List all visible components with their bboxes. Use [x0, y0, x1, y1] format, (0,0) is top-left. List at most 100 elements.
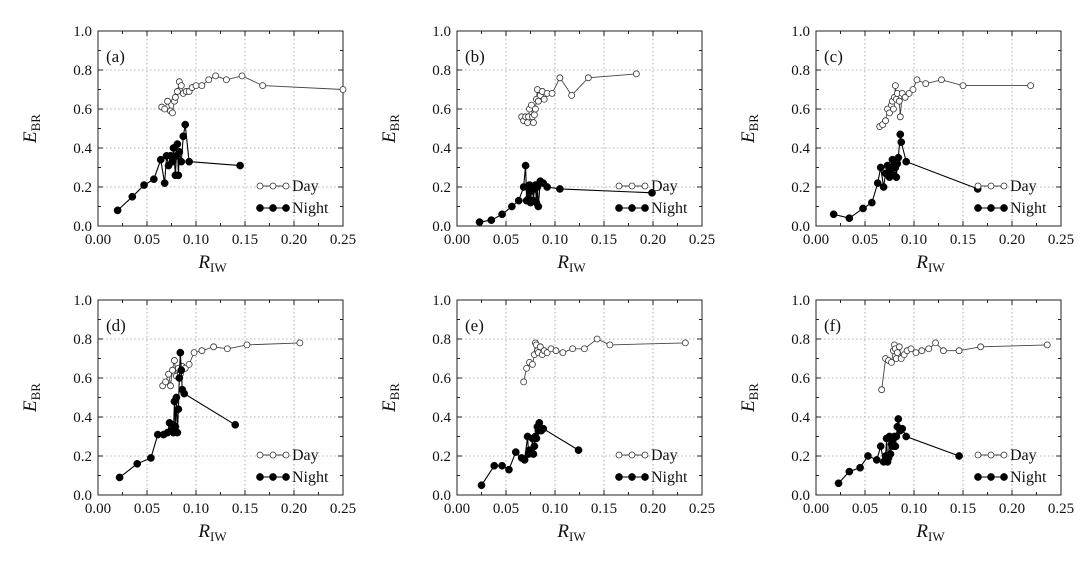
day-point — [198, 82, 206, 89]
panel-label: (c) — [824, 47, 843, 66]
x-tick-label: 0.05 — [493, 501, 519, 517]
day-point — [593, 335, 601, 343]
legend-marker — [974, 182, 982, 190]
night-point — [176, 348, 185, 357]
x-axis-label: RIW — [915, 521, 945, 544]
plot-frame — [815, 30, 1062, 227]
day-point — [205, 76, 213, 84]
x-tick-label: 0.25 — [330, 501, 356, 517]
night-point — [487, 216, 496, 224]
night-point — [902, 157, 911, 166]
y-tick-label: 1.0 — [73, 293, 92, 309]
x-tick-label: 0.25 — [330, 232, 356, 248]
y-tick-label: 0.2 — [791, 449, 810, 465]
night-point — [172, 393, 181, 402]
chart-panel: 0.00 0.05 0.10 0.15 0.20 0.25 0.0 0.2 0.4 0.6 0.8 1… — [20, 24, 356, 275]
legend-marker — [641, 182, 649, 190]
chart-panel: 0.00 0.05 0.10 0.15 0.20 0.25 0.0 0.2 0.4 0.6 0.8 1… — [738, 293, 1074, 544]
y-tick-label: 1.0 — [791, 293, 810, 309]
legend-marker — [974, 473, 982, 481]
night-point — [834, 479, 843, 488]
legend-marker — [269, 204, 277, 212]
night-point — [498, 461, 506, 470]
legend-marker — [256, 204, 264, 212]
y-tick-label: 0.4 — [73, 141, 92, 157]
day-point — [940, 347, 947, 355]
night-point — [529, 450, 538, 458]
night-point — [174, 405, 183, 414]
panel-label: (f) — [824, 316, 841, 335]
night-point — [543, 183, 552, 191]
day-point — [1027, 82, 1035, 89]
day-point — [523, 364, 530, 372]
night-point — [180, 389, 189, 398]
day-point — [907, 345, 915, 353]
night-point — [508, 202, 516, 211]
night-point — [859, 204, 867, 213]
chart-panel: 0.00 0.05 0.10 0.15 0.20 0.25 0.0 0.2 0.4 0.6 0.8 1… — [379, 293, 715, 544]
day-point — [192, 82, 200, 89]
day-point — [901, 93, 909, 101]
x-tick-label: 0.00 — [85, 501, 111, 517]
y-tick-label: 0.0 — [432, 488, 451, 504]
night-point — [511, 448, 520, 456]
x-axis-label: RIW — [556, 252, 586, 275]
night-point — [181, 120, 190, 129]
legend-marker — [269, 473, 277, 481]
day-point — [185, 360, 193, 368]
legend-day-label: Day — [292, 178, 319, 195]
day-point — [681, 339, 689, 347]
night-point — [113, 206, 122, 215]
x-tick-label: 0.20 — [281, 232, 307, 248]
day-point — [165, 370, 172, 378]
y-tick-label: 0.2 — [791, 180, 810, 196]
x-tick-label: 0.05 — [852, 501, 878, 517]
day-point — [169, 109, 176, 117]
legend-marker — [1000, 451, 1008, 459]
panel-label: (a) — [106, 47, 125, 66]
x-tick-label: 0.10 — [183, 232, 209, 248]
night-point — [520, 456, 529, 464]
y-tick-label: 1.0 — [432, 24, 451, 40]
night-point — [532, 434, 541, 443]
legend-marker — [987, 451, 995, 459]
day-point — [959, 82, 967, 89]
night-point — [160, 179, 169, 187]
x-tick-label: 0.00 — [803, 501, 829, 517]
y-tick-label: 0.2 — [73, 449, 92, 465]
night-point — [514, 196, 523, 205]
y-tick-label: 0.4 — [432, 410, 451, 426]
day-point — [529, 360, 536, 368]
day-point — [918, 347, 926, 355]
legend-marker — [628, 204, 636, 212]
x-tick-label: 0.15 — [591, 232, 617, 248]
night-point — [535, 419, 544, 427]
legend-marker — [987, 182, 995, 190]
day-point — [167, 382, 174, 390]
day-point — [932, 339, 939, 347]
night-point — [886, 450, 895, 458]
day-point — [888, 358, 895, 366]
day-point — [532, 105, 539, 113]
y-tick-label: 0.0 — [73, 488, 92, 504]
day-point — [190, 349, 198, 357]
night-point — [868, 198, 876, 207]
day-point — [238, 72, 246, 80]
legend-marker — [974, 204, 982, 212]
night-point — [864, 452, 872, 460]
legend-marker — [628, 473, 636, 481]
legend-marker — [641, 451, 649, 459]
day-point — [552, 347, 560, 355]
y-axis-label: EBR — [738, 114, 761, 144]
legend-night-label: Night — [651, 200, 688, 217]
night-point — [521, 161, 530, 170]
chart-panel: 0.00 0.05 0.10 0.15 0.20 0.25 0.0 0.2 0.4 0.6 0.8 1… — [738, 24, 1074, 275]
night-point — [892, 432, 901, 441]
day-point — [210, 343, 218, 351]
legend-day-label: Day — [651, 178, 678, 195]
y-tick-label: 0.8 — [432, 332, 451, 348]
night-point — [177, 366, 186, 375]
night-point — [115, 473, 124, 482]
y-tick-label: 0.8 — [791, 63, 810, 79]
